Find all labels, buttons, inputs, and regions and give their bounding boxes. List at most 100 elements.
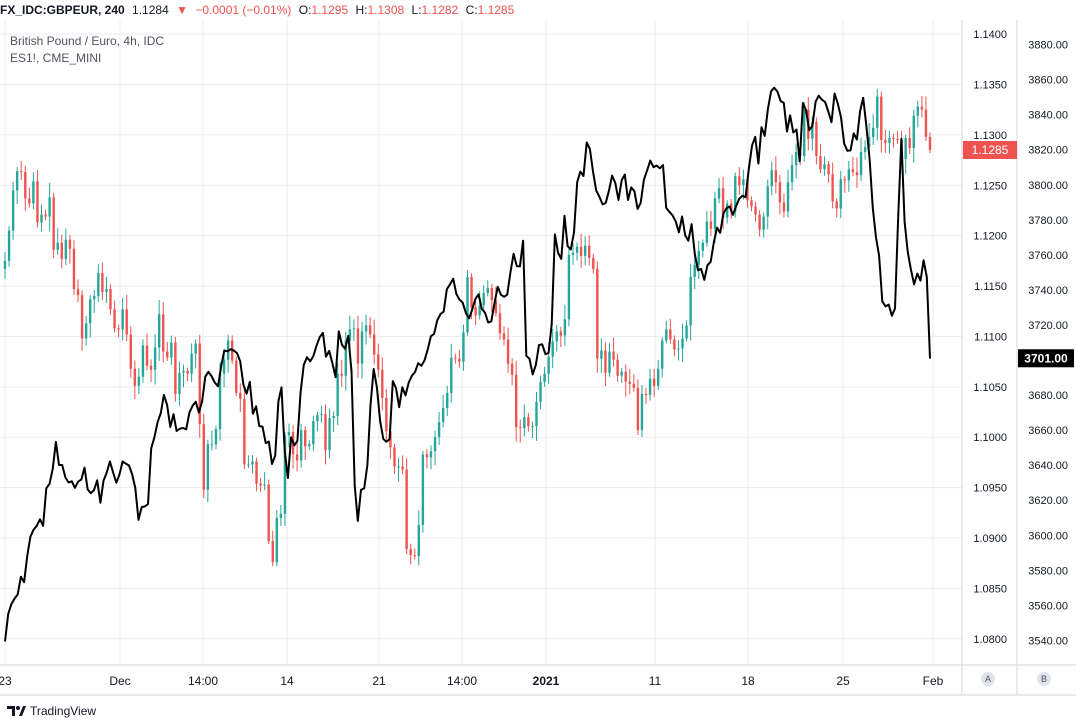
- close-label: C:: [465, 3, 478, 17]
- branding-label: TradingView: [30, 704, 97, 718]
- candle-body: [166, 351, 169, 358]
- candle-body: [198, 343, 201, 425]
- candle-body: [421, 454, 425, 525]
- candle-body: [117, 328, 120, 330]
- candle-body: [304, 430, 307, 447]
- overlay-series-legend[interactable]: ES1!, CME_MINI: [10, 51, 102, 65]
- candle-body: [84, 323, 88, 339]
- candle-body: [320, 414, 323, 416]
- candle-body: [433, 437, 437, 452]
- candle-body: [393, 447, 396, 467]
- candle-body: [750, 200, 753, 207]
- candle-body: [64, 239, 68, 259]
- candle-body: [673, 339, 676, 350]
- candle-body: [648, 378, 652, 395]
- candle-body: [60, 242, 63, 259]
- candle-body: [567, 254, 571, 320]
- es-tick-label: 3780.00: [1028, 215, 1068, 227]
- candle-body: [506, 339, 510, 364]
- candle-body: [458, 358, 461, 362]
- candle-body: [571, 252, 575, 255]
- es-tick-label: 3760.00: [1028, 250, 1068, 262]
- x-tick-label: 14: [280, 674, 294, 688]
- es-tick-label: 3860.00: [1028, 75, 1068, 87]
- candle-body: [892, 137, 895, 139]
- x-tick-label: 25: [836, 674, 850, 688]
- candle-body: [328, 418, 331, 451]
- candle-body: [287, 432, 291, 436]
- candle-body: [336, 373, 339, 417]
- candle-body: [693, 264, 696, 277]
- candle-body: [24, 172, 27, 199]
- candle-body: [417, 524, 421, 557]
- main-series-legend[interactable]: British Pound / Euro, 4h, IDC: [10, 34, 165, 48]
- scale-b-button[interactable]: B: [1037, 672, 1051, 686]
- candle-body: [689, 276, 692, 326]
- candle-body: [97, 272, 100, 297]
- candle-body: [531, 426, 534, 428]
- candle-body: [259, 483, 262, 486]
- candle-body: [754, 206, 757, 215]
- candle-body: [348, 329, 352, 341]
- candle-body: [11, 190, 15, 231]
- candle-body: [308, 444, 311, 447]
- gbpeur-tick-label: 1.1100: [974, 331, 1007, 343]
- candle-body: [332, 416, 335, 419]
- candle-body: [40, 214, 43, 223]
- candle-body: [372, 334, 376, 355]
- open-label: O:: [298, 3, 312, 17]
- candle-body: [758, 214, 761, 230]
- candle-body: [734, 176, 737, 212]
- candle-body: [157, 314, 161, 348]
- candle-body: [912, 115, 915, 148]
- candle-body: [190, 353, 193, 374]
- candle-body: [596, 268, 599, 359]
- candle-body: [774, 170, 778, 183]
- candle-body: [101, 272, 104, 293]
- candle-body: [498, 313, 502, 334]
- candle-body: [579, 246, 583, 256]
- candle-body: [413, 555, 416, 557]
- candle-body: [450, 357, 453, 393]
- candle-body: [730, 203, 733, 212]
- candle-body: [149, 365, 153, 370]
- symbol-header: FX_IDC:GBPEUR, 240 1.1284 ▼ −0.0001 (−0.…: [0, 0, 1076, 20]
- es-series-line: [4, 86, 931, 642]
- gbpeur-candles: [3, 88, 932, 567]
- candle-body: [474, 307, 477, 316]
- scale-a-button[interactable]: A: [981, 672, 995, 686]
- candle-body: [872, 127, 875, 137]
- candle-body: [632, 383, 636, 388]
- candle-body: [470, 276, 473, 308]
- candle-body: [738, 176, 741, 186]
- candle-body: [847, 169, 851, 181]
- candle-body: [628, 381, 631, 384]
- gbpeur-last-price-bg: [963, 141, 1017, 160]
- candle-body: [742, 179, 745, 186]
- candle-body: [214, 429, 218, 445]
- gbpeur-tick-label: 1.1000: [973, 432, 1007, 444]
- candle-body: [527, 417, 530, 427]
- es-tick-label: 3600.00: [1028, 530, 1068, 542]
- tradingview-branding[interactable]: TradingView: [6, 702, 96, 720]
- es-tick-label: 3580.00: [1028, 565, 1068, 577]
- candle-body: [368, 325, 372, 335]
- candle-body: [721, 188, 725, 218]
- price-change: −0.0001 (−0.01%): [195, 3, 292, 17]
- candle-body: [462, 332, 465, 362]
- candle-body: [312, 421, 315, 445]
- candle-body: [559, 331, 563, 336]
- candle-body: [113, 309, 116, 329]
- symbol-label[interactable]: FX_IDC:GBPEUR, 240: [0, 3, 125, 17]
- es-tick-label: 3800.00: [1028, 180, 1068, 192]
- tradingview-logo-icon: [7, 706, 26, 716]
- candle-body: [105, 289, 108, 293]
- candle-body: [340, 373, 343, 376]
- candle-body: [153, 347, 157, 370]
- candle-body: [551, 341, 554, 357]
- es-tick-label: 3820.00: [1028, 145, 1068, 157]
- candle-body: [267, 484, 270, 542]
- candle-body: [243, 398, 246, 465]
- es-tick-label: 3680.00: [1028, 390, 1068, 402]
